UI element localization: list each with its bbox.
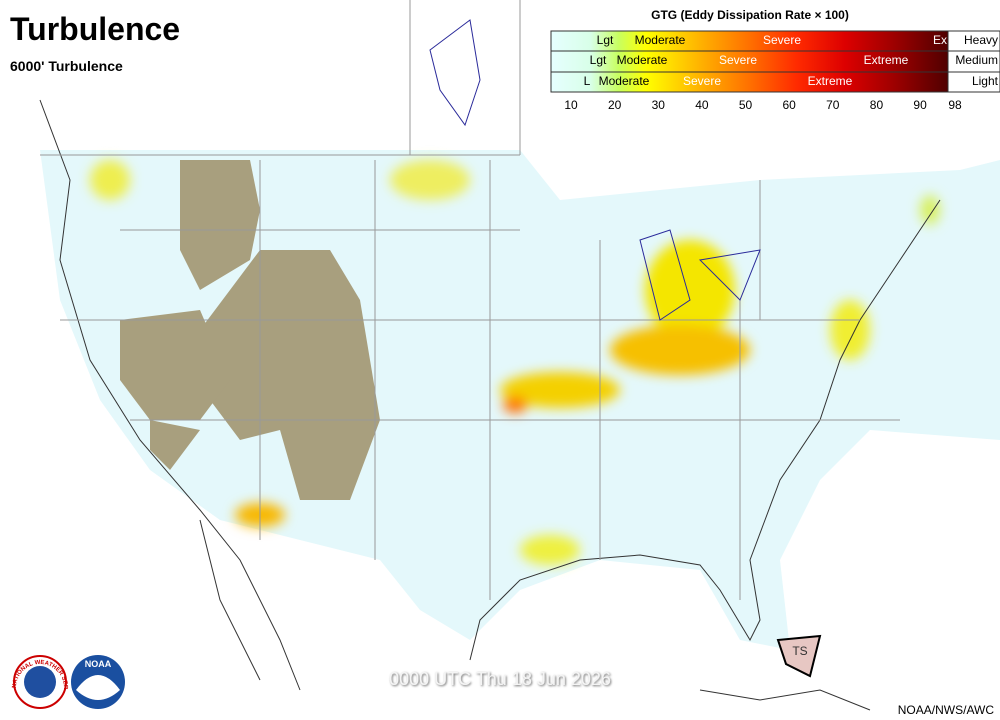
lake: [429, 19, 481, 127]
ts-label: TS: [792, 644, 807, 658]
legend: GTG (Eddy Dissipation Rate × 100) Lgt Mod…: [550, 0, 1000, 120]
timestamp: 0000 UTC Thu 18 Jun 2026: [389, 669, 611, 689]
severity-label: L: [584, 74, 591, 88]
scale-label: 80: [870, 98, 884, 112]
subtitle: 6000' Turbulence: [10, 58, 123, 74]
scale-label: 90: [913, 98, 927, 112]
severity-label: Severe: [719, 53, 757, 67]
turbulence-blobs: [90, 160, 940, 565]
aircraft-column: [947, 30, 1000, 93]
scale-label: 20: [608, 98, 622, 112]
severity-label: Lgt: [590, 53, 607, 67]
scale-label: 40: [695, 98, 709, 112]
coastlines: [39, 99, 941, 711]
ts-area: [776, 634, 822, 678]
scale-label: 70: [826, 98, 840, 112]
severity-label: Severe: [763, 33, 801, 47]
basemap: TS: [39, 0, 1000, 711]
nws-logo-textpath: NATIONAL WEATHER SERVICE: [0, 0, 68, 690]
severity-label: Lgt: [597, 33, 614, 47]
severity-label: Moderate: [599, 74, 650, 88]
credit: NOAA/NWS/AWC: [898, 703, 995, 717]
severity-label: Extreme: [808, 74, 853, 88]
severity-label: Moderate: [635, 33, 686, 47]
title: Turbulence: [10, 11, 180, 47]
aircraft-label: Light: [972, 74, 999, 88]
color-ramp: [550, 30, 949, 93]
great-lakes: [639, 229, 761, 321]
nws-logo-text: NATIONAL WEATHER SERVICE: [0, 0, 68, 690]
borders: [40, 0, 900, 600]
aircraft-label: Heavy: [964, 33, 998, 47]
legend-title: GTG (Eddy Dissipation Rate × 100): [651, 8, 849, 22]
aircraft-label: Medium: [955, 53, 998, 67]
nws-logo-center: [24, 666, 56, 698]
noaa-gull: [76, 675, 120, 700]
scale-label: 10: [564, 98, 578, 112]
scale-label: 30: [652, 98, 666, 112]
noaa-logo-text: NOAA: [85, 659, 112, 669]
severity-label: Severe: [683, 74, 721, 88]
scale-label: 98: [948, 98, 962, 112]
scale-label: 60: [783, 98, 797, 112]
severity-label: Ex: [933, 33, 947, 47]
severity-label: Extreme: [864, 53, 909, 67]
terrain-mask: [120, 160, 380, 500]
severity-label: Moderate: [617, 53, 668, 67]
scale-label: 50: [739, 98, 753, 112]
